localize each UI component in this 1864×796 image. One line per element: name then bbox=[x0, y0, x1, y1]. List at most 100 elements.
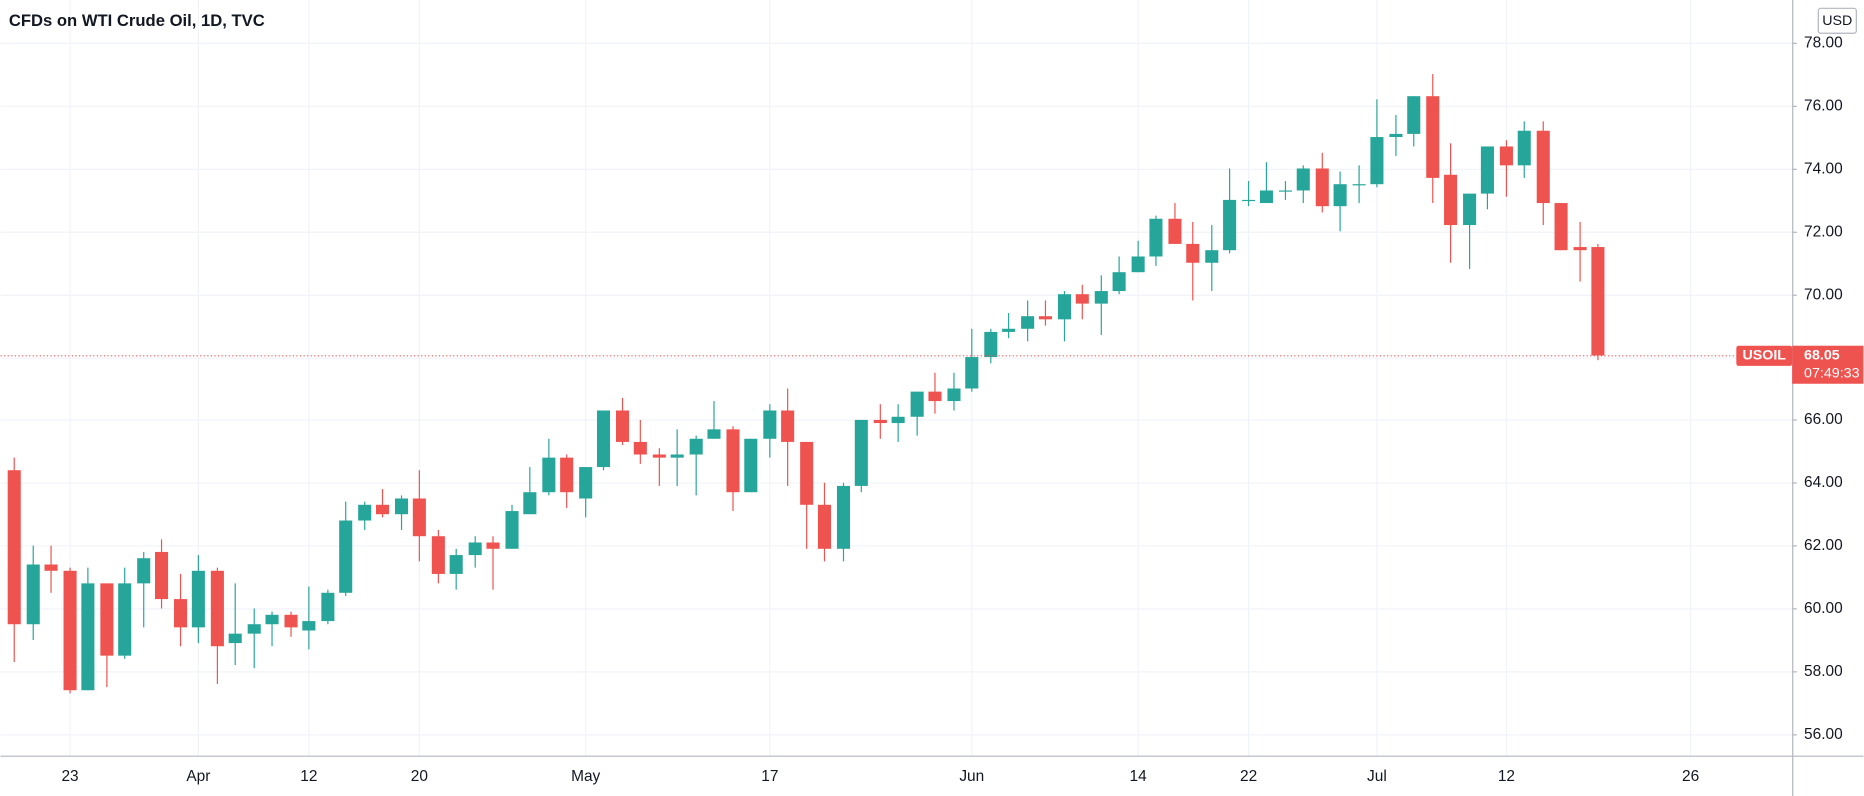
candle-body bbox=[596, 410, 611, 468]
candle-body bbox=[137, 558, 151, 584]
candle-body bbox=[652, 454, 666, 458]
candle-body bbox=[210, 570, 224, 647]
candle-body bbox=[118, 583, 132, 656]
x-tick-label: May bbox=[571, 768, 600, 785]
candle-body bbox=[1094, 291, 1108, 304]
candle-body bbox=[910, 391, 924, 417]
candle-body bbox=[615, 410, 630, 442]
chart-title: CFDs on WTI Crude Oil, 1D, TVC bbox=[9, 11, 265, 30]
y-tick-label: 70.00 bbox=[1804, 286, 1843, 303]
candle-body bbox=[1021, 316, 1035, 329]
countdown-label: 07:49:33 bbox=[1804, 365, 1860, 381]
candle-body bbox=[817, 504, 832, 549]
price-tag bbox=[1792, 345, 1864, 384]
y-tick-label: 62.00 bbox=[1804, 537, 1843, 554]
candle-body bbox=[431, 536, 445, 574]
candle-body bbox=[1168, 218, 1182, 244]
x-tick-label: Jun bbox=[959, 768, 984, 785]
y-tick-label: 64.00 bbox=[1804, 474, 1843, 491]
x-tick-label: 23 bbox=[61, 768, 78, 785]
candle-body bbox=[1444, 174, 1458, 226]
candle-body bbox=[689, 438, 703, 455]
candle-body bbox=[781, 410, 795, 442]
candle-body bbox=[560, 457, 574, 493]
candle-body bbox=[505, 511, 519, 549]
candle-body bbox=[375, 504, 390, 515]
candle-body bbox=[394, 498, 409, 515]
currency: USD bbox=[1822, 13, 1852, 29]
candle-body bbox=[579, 467, 593, 499]
candle-body bbox=[449, 555, 463, 574]
candle-body bbox=[1186, 243, 1200, 263]
candle-body bbox=[81, 583, 95, 691]
candle-body bbox=[7, 470, 21, 625]
candle-body bbox=[1352, 184, 1366, 186]
candle-body bbox=[1223, 199, 1237, 251]
candle-body bbox=[726, 429, 740, 493]
candle-body bbox=[1591, 247, 1605, 356]
candle-body bbox=[321, 592, 335, 622]
candle-body bbox=[891, 416, 905, 424]
candle-body bbox=[854, 419, 868, 486]
candle-body bbox=[800, 441, 814, 505]
axes: 56.0058.0060.0062.0064.0066.0068.0070.00… bbox=[61, 34, 1864, 785]
candle-body bbox=[100, 583, 114, 656]
y-tick-label: 76.00 bbox=[1804, 97, 1843, 114]
candle-body bbox=[1242, 199, 1256, 202]
currency-box[interactable] bbox=[1817, 7, 1857, 34]
candle-body bbox=[1296, 168, 1310, 191]
candle-body bbox=[1315, 168, 1329, 207]
candle-body bbox=[744, 438, 758, 493]
x-tick-label: 14 bbox=[1130, 768, 1148, 785]
symbol-label: USOIL bbox=[1742, 348, 1786, 364]
candle-body bbox=[670, 454, 684, 458]
candle-body bbox=[302, 621, 316, 631]
candle-body bbox=[247, 624, 261, 634]
x-tick-label: Jul bbox=[1367, 768, 1387, 785]
candle-body bbox=[928, 391, 942, 402]
candle-body bbox=[1426, 96, 1440, 178]
candle-body bbox=[1573, 247, 1587, 251]
y-tick-label: 72.00 bbox=[1804, 223, 1843, 240]
candle-body bbox=[339, 520, 353, 593]
candle-body bbox=[836, 485, 851, 549]
candle-body bbox=[228, 633, 242, 644]
candle-body bbox=[1112, 272, 1126, 292]
x-tick-label: 12 bbox=[300, 768, 317, 785]
candle-body bbox=[191, 570, 205, 628]
candle-body bbox=[1517, 130, 1531, 166]
candle-body bbox=[1205, 250, 1219, 263]
candle-body bbox=[984, 331, 998, 358]
candle-body bbox=[155, 551, 169, 600]
y-tick-label: 56.00 bbox=[1804, 726, 1843, 743]
candle-body bbox=[174, 599, 188, 628]
last-price-label: 68.05 bbox=[1804, 348, 1840, 364]
x-tick-label: Apr bbox=[186, 768, 210, 785]
candle-body bbox=[1407, 96, 1421, 134]
y-tick-label: 58.00 bbox=[1804, 663, 1843, 680]
candle-body bbox=[763, 410, 777, 439]
candle-body bbox=[284, 614, 298, 628]
candle-body bbox=[1057, 294, 1072, 320]
candle-body bbox=[1002, 328, 1016, 332]
candle-body bbox=[358, 504, 372, 521]
candle-body bbox=[63, 570, 77, 691]
grid bbox=[0, 0, 1793, 756]
candle-body bbox=[1149, 218, 1163, 257]
x-tick-label: 20 bbox=[411, 768, 428, 785]
candle-body bbox=[1038, 316, 1052, 320]
candle-body bbox=[873, 419, 887, 424]
candle-body bbox=[707, 429, 721, 439]
candle-body bbox=[1536, 130, 1550, 204]
candle-body bbox=[412, 498, 426, 537]
symbol-tag bbox=[1736, 345, 1793, 366]
candle-body bbox=[542, 457, 556, 493]
candle-body bbox=[1499, 146, 1513, 166]
candle-body bbox=[265, 614, 279, 625]
candle-body bbox=[1333, 184, 1347, 207]
y-tick-label: 74.00 bbox=[1804, 160, 1843, 177]
candle-body bbox=[468, 542, 482, 556]
candle-body bbox=[486, 542, 500, 549]
y-tick-label: 78.00 bbox=[1804, 34, 1843, 51]
